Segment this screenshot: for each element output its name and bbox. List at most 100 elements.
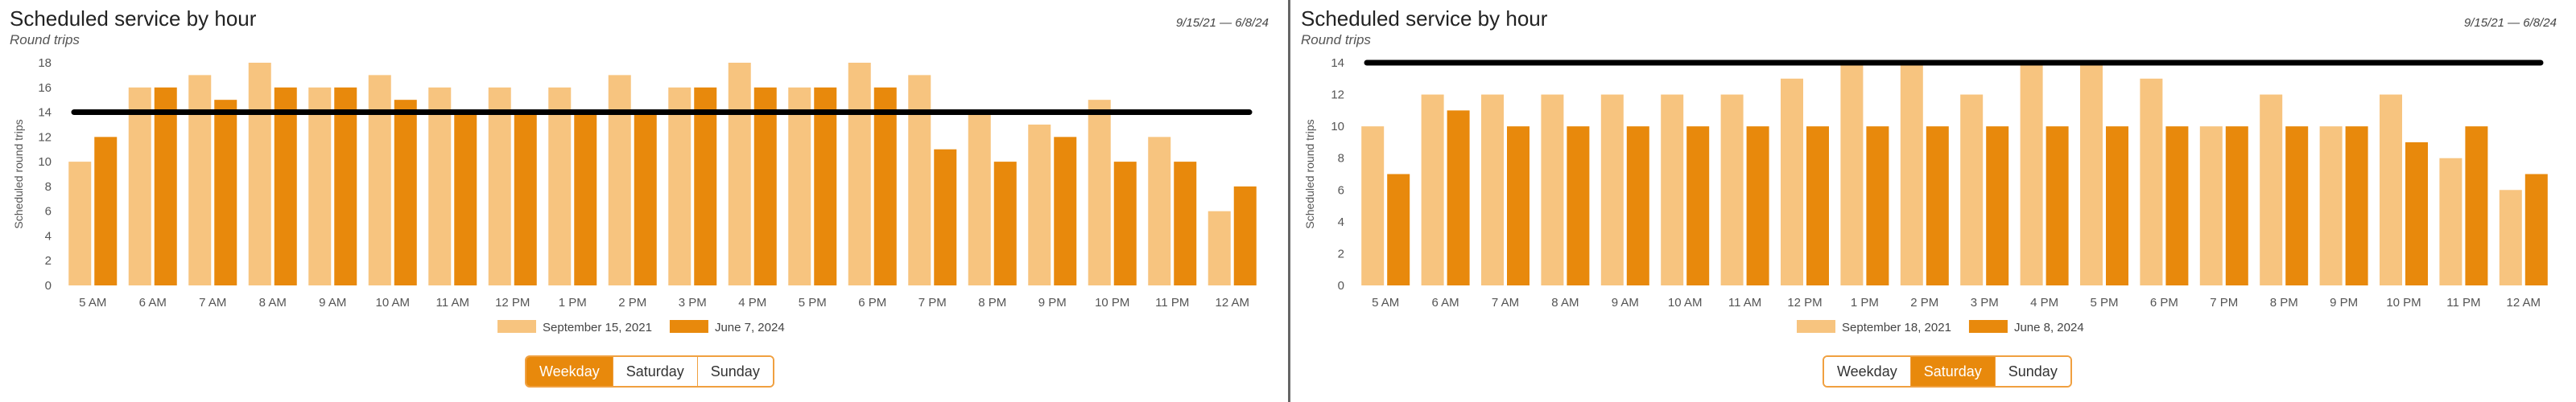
x-tick-label: 5 AM: [79, 296, 106, 310]
chart-subtitle: Round trips: [10, 32, 80, 47]
x-tick-label: 12 PM: [495, 296, 530, 310]
x-tick-label: 6 PM: [858, 296, 886, 310]
x-tick-label: 5 PM: [799, 296, 827, 310]
tab-sunday[interactable]: Sunday: [1994, 357, 2070, 386]
y-tick-label: 18: [38, 56, 52, 70]
chart-title: Scheduled service by hour: [1301, 6, 1548, 31]
x-tick-label: 11 PM: [2446, 296, 2480, 310]
chart-subtitle: Round trips: [1301, 32, 1371, 47]
x-tick-label: 12 AM: [2507, 296, 2541, 310]
y-tick-label: 6: [45, 205, 52, 219]
bar-later-2: [214, 100, 237, 286]
bar-earlier-11: [2020, 63, 2043, 285]
tab-saturday[interactable]: Saturday: [612, 357, 697, 386]
y-tick-label: 12: [1331, 88, 1344, 102]
bar-later-11: [753, 87, 777, 286]
bar-earlier-7: [488, 87, 511, 286]
bar-earlier-16: [2319, 126, 2343, 285]
bar-earlier-15: [2260, 94, 2283, 285]
bar-later-14: [2225, 126, 2248, 285]
bar-later-18: [1174, 162, 1197, 285]
y-tick-label: 16: [38, 81, 52, 95]
bar-later-2: [1507, 126, 1530, 285]
bar-later-10: [694, 87, 717, 286]
bar-later-15: [2285, 126, 2309, 285]
bar-later-9: [1926, 126, 1949, 285]
y-tick-label: 8: [45, 180, 52, 194]
x-tick-label: 10 AM: [375, 296, 410, 310]
x-tick-label: 8 AM: [1551, 296, 1579, 310]
y-axis-label: Scheduled round trips: [12, 119, 25, 228]
day-type-toggle: Weekday Saturday Sunday: [1823, 355, 2072, 388]
bar-earlier-3: [1541, 94, 1564, 285]
bar-earlier-18: [2439, 158, 2462, 285]
x-tick-label: 4 PM: [2030, 296, 2058, 310]
x-tick-label: 9 AM: [1612, 296, 1639, 310]
y-tick-label: 2: [45, 254, 52, 268]
x-tick-label: 3 PM: [1971, 296, 1999, 310]
x-tick-label: 2 PM: [1910, 296, 1938, 310]
y-tick-label: 10: [1331, 120, 1344, 133]
y-axis-label: Scheduled round trips: [1303, 119, 1316, 228]
bar-later-6: [1746, 126, 1769, 285]
x-tick-label: 3 PM: [679, 296, 707, 310]
x-tick-label: 5 AM: [1372, 296, 1399, 310]
x-tick-label: 2 PM: [618, 296, 646, 310]
bar-earlier-8: [548, 87, 572, 286]
x-tick-label: 6 PM: [2150, 296, 2178, 310]
bar-later-9: [634, 112, 657, 285]
y-tick-label: 8: [1338, 152, 1344, 166]
x-tick-label: 8 PM: [2270, 296, 2298, 310]
chart-title: Scheduled service by hour: [10, 6, 257, 31]
bar-later-0: [1387, 174, 1410, 285]
bar-later-3: [274, 87, 297, 286]
x-tick-label: 12 AM: [1215, 296, 1249, 310]
legend-label: September 18, 2021: [1842, 321, 1951, 334]
x-tick-label: 1 PM: [1851, 296, 1879, 310]
x-tick-label: 12 PM: [1787, 296, 1822, 310]
x-tick-label: 10 AM: [1668, 296, 1703, 310]
bar-later-8: [574, 112, 597, 285]
bar-earlier-2: [188, 75, 212, 285]
x-tick-label: 4 PM: [738, 296, 766, 310]
x-tick-label: 9 AM: [319, 296, 346, 310]
tab-weekday[interactable]: Weekday: [526, 357, 613, 386]
bar-earlier-12: [788, 87, 811, 286]
panel-divider: [1288, 0, 1290, 402]
bar-earlier-10: [1960, 94, 1984, 285]
bar-earlier-17: [1088, 100, 1111, 286]
bar-earlier-16: [1028, 124, 1051, 285]
bar-earlier-8: [1840, 63, 1864, 285]
bar-later-17: [2405, 142, 2428, 285]
bar-earlier-17: [2380, 94, 2402, 285]
tab-weekday[interactable]: Weekday: [1824, 357, 1910, 386]
bar-earlier-1: [128, 87, 151, 286]
y-tick-label: 10: [38, 155, 52, 169]
bar-earlier-0: [68, 162, 92, 285]
bar-later-19: [1233, 186, 1257, 285]
bar-earlier-6: [1720, 94, 1744, 285]
y-tick-label: 14: [38, 106, 52, 120]
legend-label: September 15, 2021: [543, 321, 652, 334]
bar-later-19: [2524, 174, 2548, 285]
x-tick-label: 6 AM: [1432, 296, 1459, 310]
legend-label: June 8, 2024: [2014, 321, 2084, 334]
y-tick-label: 6: [1338, 183, 1344, 197]
bar-earlier-15: [968, 112, 991, 285]
legend-swatch: [1968, 320, 2008, 333]
bar-later-12: [2106, 126, 2128, 285]
chart-panel-left: Scheduled service by hour Round trips 9/…: [10, 6, 1269, 388]
x-tick-label: 8 PM: [978, 296, 1006, 310]
bar-earlier-13: [2140, 78, 2163, 286]
tab-sunday[interactable]: Sunday: [696, 357, 773, 386]
bar-chart-saturday: Scheduled round trips 0 2 4 6 8 10 12 14 5 AM 6 AM…: [1303, 56, 2548, 334]
bar-earlier-7: [1781, 78, 1803, 286]
bar-earlier-1: [1421, 94, 1444, 285]
tab-saturday[interactable]: Saturday: [1909, 357, 1995, 386]
x-tick-label: 7 AM: [199, 296, 226, 310]
y-tick-label: 12: [38, 130, 52, 144]
x-tick-label: 6 AM: [139, 296, 167, 310]
bar-later-4: [334, 87, 357, 286]
date-range: 9/15/21 — 6/8/24: [1175, 16, 1269, 30]
bar-later-3: [1567, 126, 1590, 285]
